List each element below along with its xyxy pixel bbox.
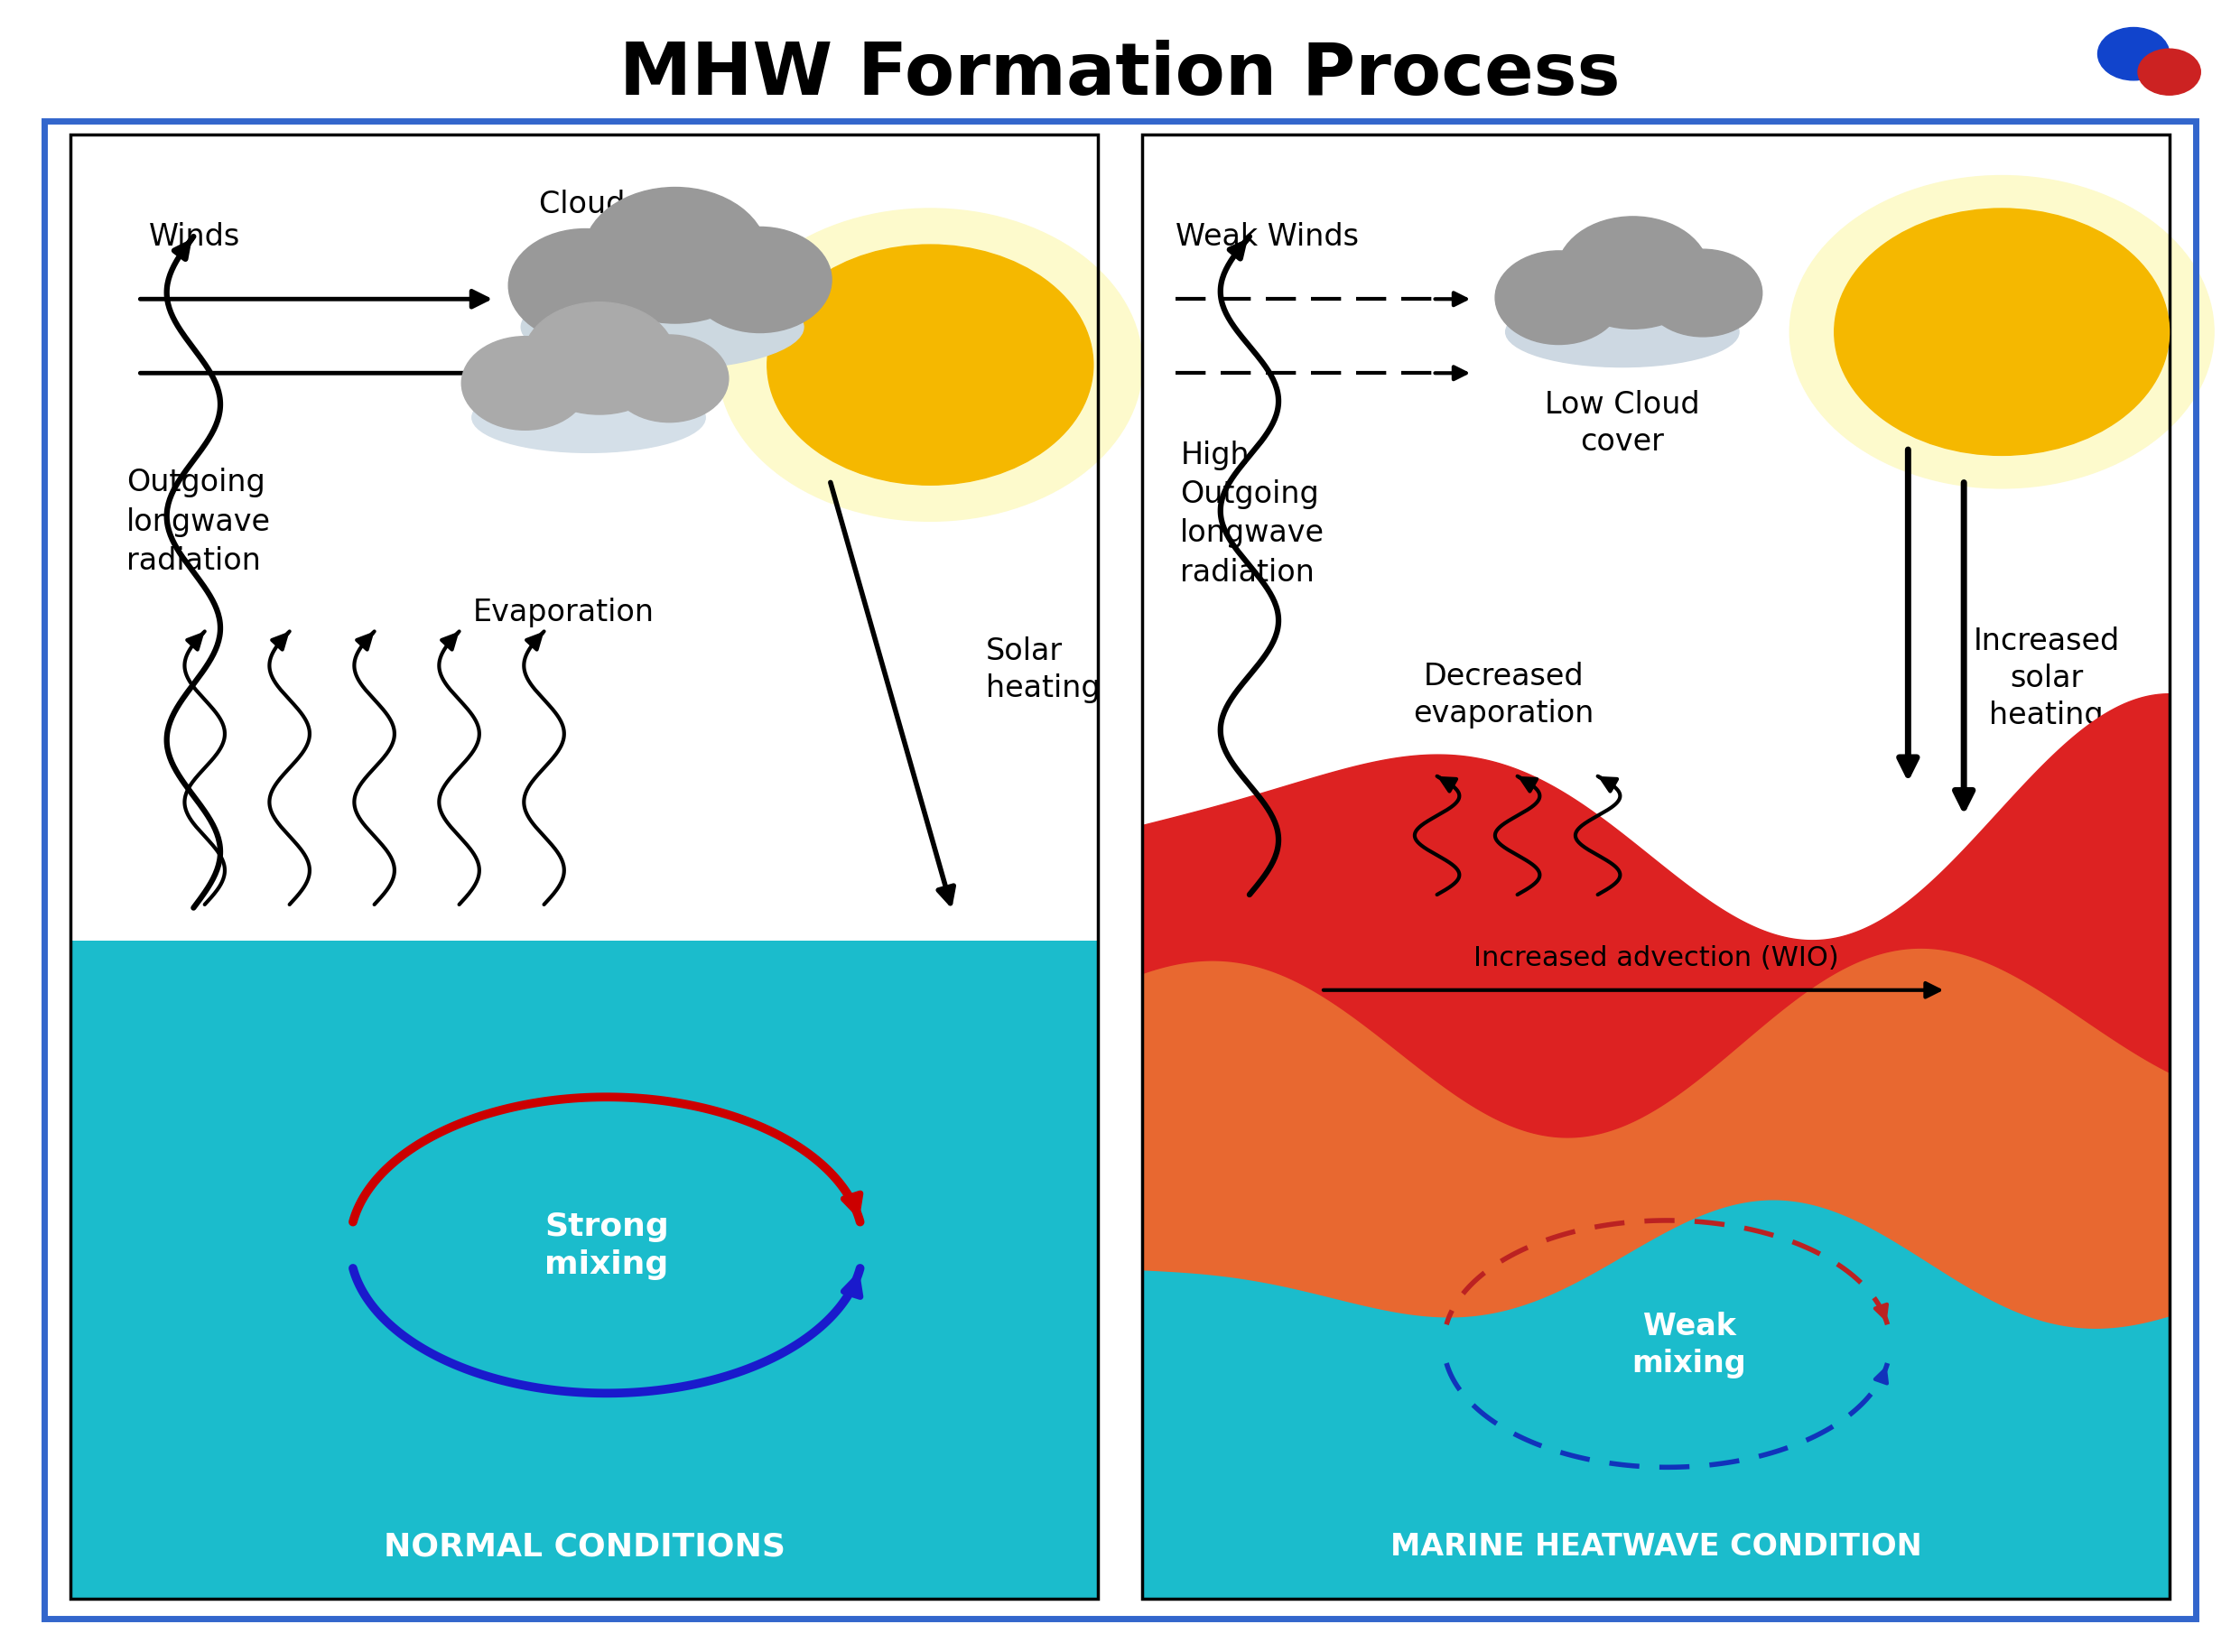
Ellipse shape bbox=[1505, 297, 1738, 368]
Circle shape bbox=[609, 335, 728, 423]
Text: Weak
mixing: Weak mixing bbox=[1633, 1310, 1747, 1378]
Text: Evaporation: Evaporation bbox=[473, 598, 654, 628]
Text: Winds: Winds bbox=[148, 223, 240, 253]
Text: Low Cloud
cover: Low Cloud cover bbox=[1546, 390, 1700, 456]
Circle shape bbox=[582, 188, 768, 324]
Text: Increased advection (WIO): Increased advection (WIO) bbox=[1474, 945, 1839, 971]
Text: High
Outgoing
longwave
radiation: High Outgoing longwave radiation bbox=[1180, 439, 1324, 586]
Text: Decreased
evaporation: Decreased evaporation bbox=[1413, 661, 1595, 729]
Circle shape bbox=[2137, 50, 2200, 96]
Text: Strong
mixing: Strong mixing bbox=[544, 1211, 670, 1280]
Circle shape bbox=[1644, 249, 1763, 337]
Polygon shape bbox=[1142, 694, 2168, 1138]
Circle shape bbox=[2099, 28, 2168, 81]
Ellipse shape bbox=[522, 286, 804, 370]
Polygon shape bbox=[1142, 1199, 2168, 1599]
Circle shape bbox=[508, 230, 663, 344]
Polygon shape bbox=[1142, 948, 2168, 1328]
Circle shape bbox=[1835, 210, 2168, 456]
Text: MHW Formation Process: MHW Formation Process bbox=[620, 40, 1620, 109]
Circle shape bbox=[768, 246, 1093, 486]
Circle shape bbox=[461, 337, 589, 431]
Text: Increased
solar
heating: Increased solar heating bbox=[1973, 626, 2119, 730]
Text: Solar
heating: Solar heating bbox=[986, 636, 1100, 704]
Circle shape bbox=[719, 210, 1142, 522]
Text: Outgoing
longwave
radiation: Outgoing longwave radiation bbox=[125, 468, 271, 577]
Circle shape bbox=[1496, 251, 1622, 345]
Text: Cloud cover: Cloud cover bbox=[540, 190, 719, 220]
FancyBboxPatch shape bbox=[72, 942, 1098, 1599]
Circle shape bbox=[1790, 177, 2213, 489]
Text: Weak Winds: Weak Winds bbox=[1176, 223, 1360, 253]
FancyBboxPatch shape bbox=[1142, 135, 2168, 1599]
FancyBboxPatch shape bbox=[72, 135, 1098, 942]
Circle shape bbox=[524, 302, 676, 415]
Circle shape bbox=[688, 228, 831, 334]
Ellipse shape bbox=[473, 383, 706, 453]
Text: NORMAL CONDITIONS: NORMAL CONDITIONS bbox=[383, 1531, 784, 1561]
Text: MARINE HEATWAVE CONDITION: MARINE HEATWAVE CONDITION bbox=[1391, 1531, 1922, 1561]
Circle shape bbox=[1557, 218, 1709, 329]
